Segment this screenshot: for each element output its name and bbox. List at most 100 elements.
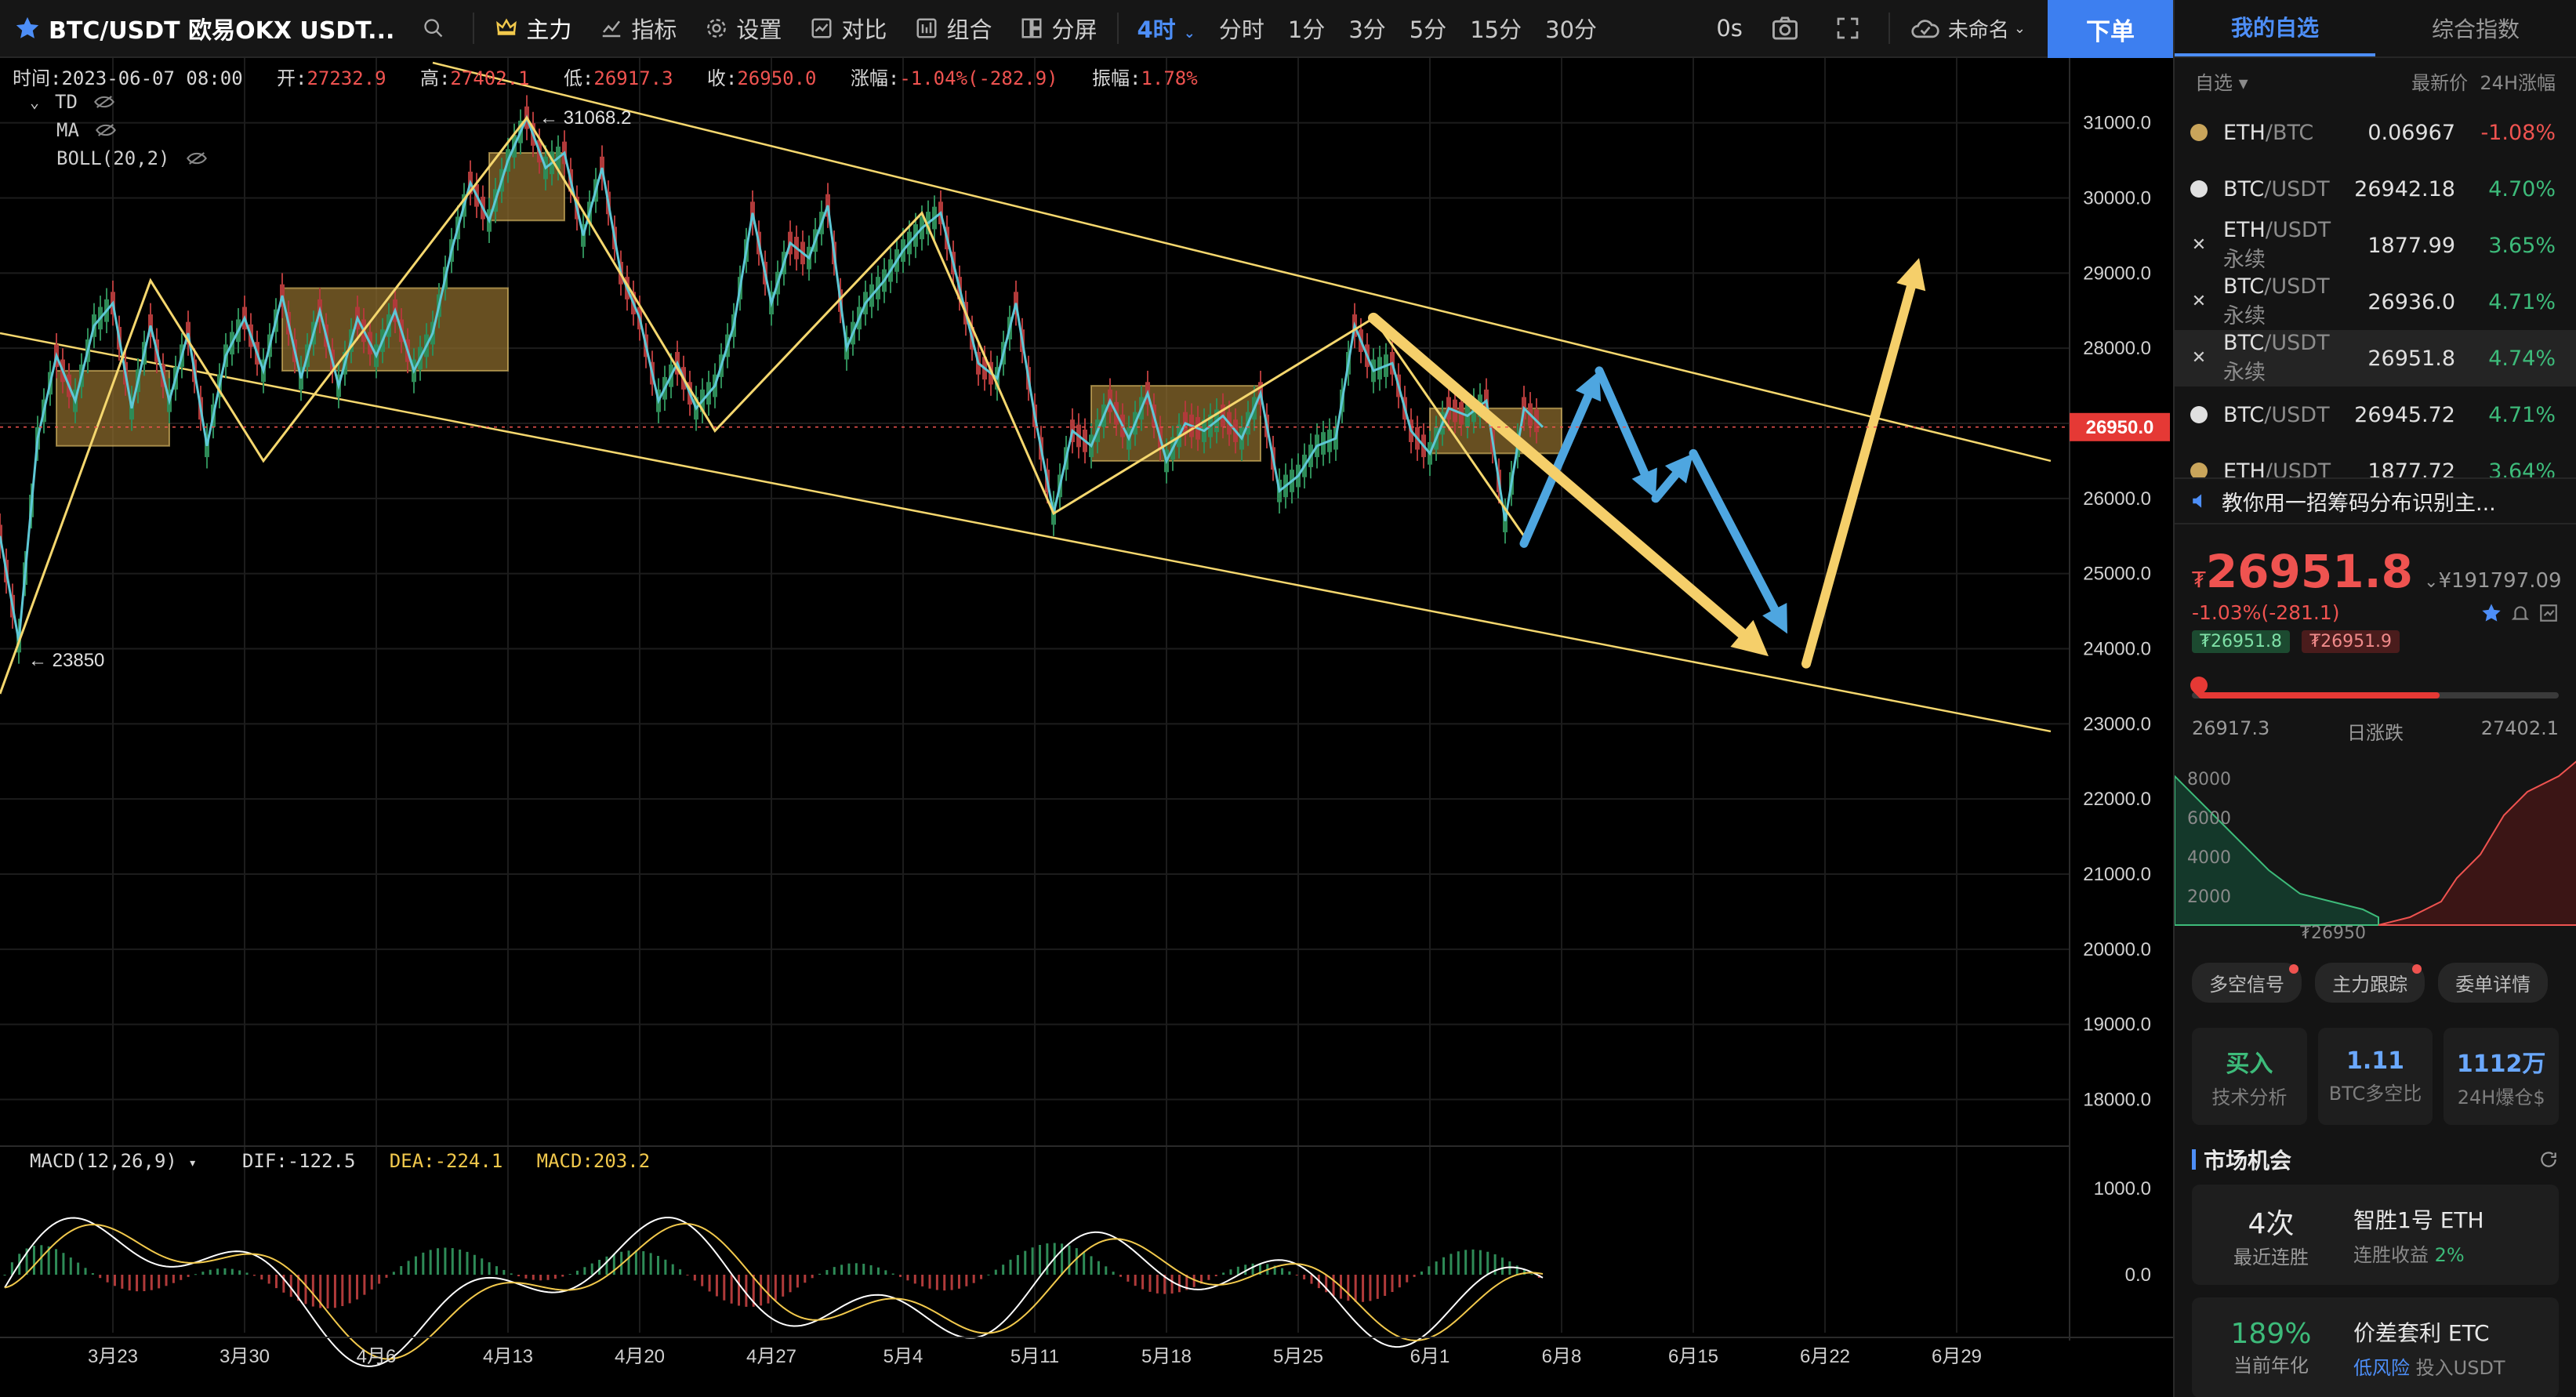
watchlist-filter[interactable]: 自选 ▾	[2195, 72, 2248, 94]
macd-bar	[1449, 1254, 1453, 1275]
pill-order-detail[interactable]: 委单详情	[2438, 963, 2549, 1003]
macd-bar	[1061, 1243, 1064, 1275]
macd-info-line[interactable]: MACD(12,26,9) ▾ DIF:-122.5 DEA:-224.1 MA…	[30, 1150, 651, 1172]
eye-hidden-icon[interactable]	[93, 94, 115, 110]
macd-bar	[1222, 1272, 1225, 1275]
macd-bar	[473, 1254, 476, 1275]
watchlist-price: 26945.72	[2354, 402, 2455, 427]
card-long-short-ratio[interactable]: 1.11 BTC多空比	[2317, 1028, 2433, 1125]
watchlist-row[interactable]: ✕ BTC/USDT永续 26951.8 4.74%	[2175, 330, 2576, 386]
timeframe-3m[interactable]: 3分	[1348, 16, 1386, 43]
macd-bar	[693, 1275, 696, 1281]
macd-bar	[1119, 1275, 1123, 1277]
bell-icon[interactable]	[2510, 603, 2531, 623]
opp2-num: 189%	[2230, 1318, 2312, 1350]
macd-bar	[311, 1275, 314, 1307]
bid-depth-area	[2175, 775, 2379, 926]
timeframe-time[interactable]: 分时	[1218, 16, 1264, 43]
news-banner[interactable]: 教你用一招筹码分布识别主...	[2175, 477, 2576, 524]
macd-bar	[1486, 1251, 1489, 1275]
place-order-button[interactable]: 下单	[2048, 0, 2173, 58]
price-markers: ← 31068.2 ← 23850 26950.0	[0, 107, 2170, 671]
chart-area[interactable]: 31000.030000.029000.028000.027000.026000…	[0, 58, 2173, 1397]
blue-projection-arrow-shaft	[1595, 366, 1649, 478]
star-icon[interactable]	[2480, 602, 2502, 624]
pill-main-force[interactable]: 主力跟踪	[2315, 963, 2425, 1003]
price-chart[interactable]: 31000.030000.029000.028000.027000.026000…	[0, 58, 2173, 1397]
depth-tick: 2000	[2187, 887, 2231, 907]
timeframe-15m[interactable]: 15分	[1470, 16, 1522, 43]
watchlist-price: 26951.8	[2367, 346, 2455, 371]
macd-bar	[553, 1275, 557, 1279]
watchlist-symbol: BTC/USDT	[2223, 402, 2330, 427]
macd-bar	[385, 1275, 388, 1278]
ohlc-low: 26917.3	[593, 67, 673, 89]
chevron-down-icon[interactable]: ⌄	[2424, 572, 2439, 592]
opportunity-card-2[interactable]: 189% 当前年化 价差套利 ETC 低风险 投入USDT	[2192, 1297, 2559, 1397]
watchlist-price: 0.06967	[2367, 120, 2455, 145]
blue-projection-arrow-shaft	[1651, 470, 1680, 503]
timeframe-30m[interactable]: 30分	[1545, 16, 1598, 43]
pill-long-short-signal[interactable]: 多空信号	[2192, 963, 2302, 1003]
price-axis-label: 31000.0	[2083, 113, 2151, 134]
ohlc-high: 27402.1	[450, 67, 530, 89]
star-icon[interactable]	[14, 15, 41, 42]
watchlist-row[interactable]: ETH/BTC 0.06967 -1.08%	[2175, 104, 2576, 161]
cny-price: ¥191797.09	[2438, 569, 2562, 593]
fullscreen-button[interactable]	[1821, 0, 1882, 57]
settings-button[interactable]: 设置	[691, 0, 796, 57]
refresh-icon[interactable]	[2538, 1149, 2559, 1170]
macd-bar	[289, 1275, 292, 1297]
right-panel: 我的自选 综合指数 自选 ▾ 最新价 24H涨幅 ETH/BTC 0.06967-…	[2173, 0, 2576, 1397]
card-liquidations[interactable]: 1112万 24H爆仓$	[2444, 1028, 2560, 1125]
compare-button[interactable]: 对比	[796, 0, 901, 57]
watchlist-row[interactable]: BTC/USDT 26942.18 4.70%	[2175, 161, 2576, 217]
indicator-button[interactable]: 指标	[586, 0, 691, 57]
macd-bar	[1471, 1249, 1475, 1275]
toolbar-divider	[1117, 13, 1119, 44]
indicator-td-label: TD	[55, 91, 78, 113]
timeframe-1m[interactable]: 1分	[1287, 16, 1326, 43]
indicator-row-ma[interactable]: MA	[56, 119, 117, 141]
macd-bar	[488, 1262, 491, 1275]
watchlist-change: 4.74%	[2488, 346, 2556, 371]
card-tech-analysis[interactable]: 买入 技术分析	[2192, 1028, 2307, 1125]
macd-bar	[1325, 1275, 1328, 1293]
coin-icon	[2190, 124, 2208, 141]
indicator-row-td[interactable]: ⌄ TD	[30, 91, 115, 113]
macd-bar	[1244, 1265, 1247, 1275]
timeframe-4h[interactable]: 4时 ⌄	[1137, 16, 1195, 43]
chart-settings-icon[interactable]	[2538, 603, 2559, 623]
watchlist-symbol: BTC/USDT	[2223, 176, 2330, 201]
opportunity-card-1[interactable]: 4次 最近连胜 智胜1号 ETH 连胜收益 2%	[2192, 1185, 2559, 1285]
combo-button[interactable]: 组合	[901, 0, 1006, 57]
tab-indices[interactable]: 综合指数	[2431, 16, 2520, 42]
eye-hidden-icon[interactable]	[95, 122, 117, 138]
watchlist-row[interactable]: ✕ BTC/USDT永续 26936.0 4.71%	[2175, 274, 2576, 330]
price-axis-label: 29000.0	[2083, 263, 2151, 284]
cloud-layout-button[interactable]: 未命名 ⌄	[1896, 0, 2040, 57]
symbol-selector[interactable]: BTC/USDT 欧易OKX USDT...	[0, 0, 408, 57]
main-force-button[interactable]: 主力	[481, 0, 586, 57]
watchlist-price: 1877.72	[2367, 459, 2455, 478]
macd-bar	[1391, 1275, 1394, 1293]
macd-bar	[32, 1246, 35, 1275]
price-axis-label: 30000.0	[2083, 188, 2151, 209]
watchlist-row[interactable]: BTC/USDT 26945.72 4.71%	[2175, 386, 2576, 443]
split-screen-button[interactable]: 分屏	[1006, 0, 1111, 57]
screenshot-button[interactable]	[1757, 0, 1821, 57]
watchlist-price: 26936.0	[2367, 289, 2455, 314]
macd-bar	[194, 1274, 197, 1275]
timeframe-5m[interactable]: 5分	[1409, 16, 1447, 43]
symbol-search-button[interactable]	[408, 0, 466, 57]
indicator-row-boll[interactable]: BOLL(20,2)	[56, 147, 208, 169]
stats-cards: 买入 技术分析 1.11 BTC多空比 1112万 24H爆仓$	[2175, 1028, 2576, 1125]
watchlist-row[interactable]: ✕ ETH/USDT永续 1877.99 3.65%	[2175, 217, 2576, 274]
macd-bar	[113, 1275, 116, 1286]
signal-pills: 多空信号 主力跟踪 委单详情	[2175, 953, 2576, 1012]
eye-hidden-icon[interactable]	[186, 151, 208, 166]
tab-watchlist[interactable]: 我的自选	[2175, 0, 2375, 56]
watchlist-row[interactable]: ETH/USDT 1877.72 3.64%	[2175, 443, 2576, 477]
macd-name: MACD(12,26,9)	[30, 1150, 177, 1172]
macd-bar	[1068, 1245, 1071, 1275]
